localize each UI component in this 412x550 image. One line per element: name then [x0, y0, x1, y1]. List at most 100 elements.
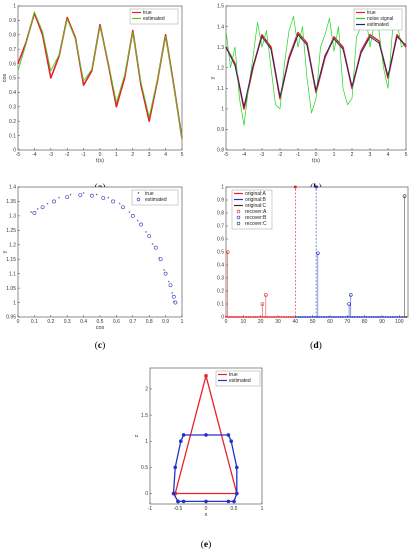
series-marker-estimated [181, 499, 186, 504]
y-tick-label: 1.1 [9, 271, 16, 277]
baseline-marker [367, 316, 370, 318]
scatter-point-estimated [78, 193, 83, 197]
baseline-marker [396, 316, 399, 318]
y-tick-label: 1 [221, 185, 224, 191]
baseline-marker [289, 316, 292, 318]
baseline-marker [304, 316, 307, 318]
baseline-marker [258, 316, 260, 318]
baseline-marker [377, 316, 380, 318]
legend-entry-recover-A: recover:A [245, 209, 267, 215]
y-axis-label: cos [2, 73, 8, 82]
scatter-point-true: * [107, 197, 109, 203]
x-tick-label: 10 [241, 319, 247, 325]
stem-marker-recover [260, 302, 265, 306]
x-tick-label: 0.5 [97, 319, 104, 325]
baseline-marker [228, 316, 231, 318]
baseline-marker [299, 316, 302, 318]
y-tick-label: 0.1 [217, 302, 224, 308]
baseline-marker [325, 316, 328, 318]
scatter-point-estimated [168, 283, 173, 288]
y-tick-label: 0.8 [9, 33, 16, 39]
baseline-marker [332, 316, 335, 318]
y-tick-label: 1.3 [9, 214, 16, 220]
stem-marker-recover [264, 293, 268, 297]
baseline-marker [306, 316, 309, 318]
y-tick-label: 1.15 [6, 257, 16, 263]
baseline-marker [370, 316, 373, 318]
scatter-point-true: * [145, 231, 147, 237]
x-tick-label: 4 [387, 152, 390, 158]
scatter-point-estimated [158, 257, 163, 262]
stem-marker-original [314, 185, 318, 189]
baseline-marker [282, 316, 285, 318]
scatter-point-estimated [153, 245, 158, 250]
x-tick-label: -1 [296, 152, 301, 158]
baseline-marker [356, 316, 359, 318]
y-tick-label: 0 [145, 491, 148, 497]
baseline-marker [322, 316, 324, 318]
baseline-marker [233, 316, 236, 318]
baseline-marker [405, 316, 408, 318]
y-axis-label: z [134, 434, 140, 437]
baseline-marker [353, 316, 356, 318]
x-tick-label: 1 [261, 506, 264, 512]
baseline-marker [386, 316, 389, 318]
baseline-marker [259, 316, 262, 318]
x-tick-label: 0.2 [47, 319, 54, 325]
y-tick-label: 1.2 [217, 65, 224, 71]
plot-frame [17, 5, 183, 151]
scatter-point-true: * [119, 202, 121, 208]
legend-entry-recover-C: recover:C [245, 221, 267, 227]
stem-marker-recover [225, 250, 230, 254]
legend-swatch [136, 197, 141, 202]
x-tick-label: 0.4 [80, 319, 87, 325]
baseline-marker [372, 316, 375, 318]
baseline-marker [247, 316, 250, 318]
x-tick-label: 1 [181, 319, 184, 325]
baseline-marker [280, 316, 283, 318]
x-tick-label: 0.8 [146, 319, 153, 325]
baseline-marker [384, 316, 387, 318]
x-tick-label: 80 [362, 319, 368, 325]
y-tick-label: 0.6 [217, 237, 224, 243]
x-tick-label: -1 [148, 506, 153, 512]
baseline-marker [251, 316, 253, 318]
baseline-marker [362, 316, 364, 318]
x-tick-label: 0 [315, 152, 318, 158]
scatter-point-true: * [129, 211, 131, 217]
x-tick-label: -5 [16, 152, 21, 158]
baseline-marker [363, 316, 366, 318]
y-tick-label: 0.5 [141, 465, 148, 471]
y-tick-label: 2 [145, 387, 148, 393]
baseline-marker [393, 316, 396, 318]
baseline-marker [358, 316, 361, 318]
x-tick-label: 1 [115, 152, 118, 158]
baseline-marker [318, 316, 321, 318]
baseline-marker [225, 316, 227, 318]
x-tick-label: 30 [275, 319, 281, 325]
series-line-true [17, 12, 183, 139]
legend-entry-estimated: estimated [145, 197, 167, 203]
x-tick-label: 2 [351, 152, 354, 158]
scatter-point-true: * [70, 194, 72, 200]
legend-box [231, 189, 273, 230]
y-tick-label: 0.95 [6, 315, 16, 321]
x-axis-label: t(s) [96, 158, 104, 164]
baseline-marker [342, 316, 345, 318]
baseline-marker [285, 316, 288, 318]
series-marker-estimated [235, 465, 239, 470]
series-marker-estimated [226, 499, 231, 504]
x-tick-label: 1 [333, 152, 336, 158]
legend-swatch [236, 215, 241, 220]
y-tick-label: 0 [221, 315, 224, 321]
baseline-marker [235, 316, 238, 318]
y-tick-label: 1.3 [217, 45, 224, 51]
x-tick-label: 50 [310, 319, 316, 325]
x-tick-label: -3 [49, 152, 54, 158]
stem-marker-original [293, 185, 297, 189]
baseline-marker [320, 316, 323, 318]
baseline-marker [339, 316, 342, 318]
legend-entry-true: true [229, 372, 238, 378]
y-tick-label: 0.3 [217, 276, 224, 282]
baseline-marker [303, 316, 305, 318]
